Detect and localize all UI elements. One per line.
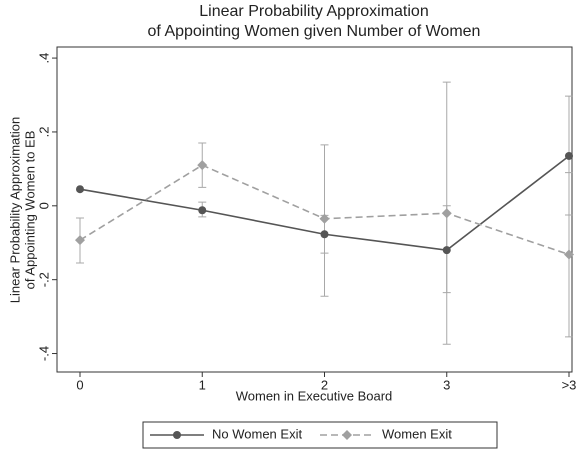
- x-tick-label: 3: [443, 377, 450, 392]
- point: [173, 431, 181, 439]
- y-tick-label: -.2: [36, 272, 51, 287]
- point: [319, 213, 330, 224]
- point: [198, 206, 207, 215]
- point: [76, 185, 84, 194]
- point: [320, 230, 329, 239]
- x-tick-label: 1: [199, 377, 206, 392]
- legend-box: [142, 421, 498, 449]
- x-tick-label: >3: [562, 377, 577, 392]
- point: [197, 160, 208, 171]
- y-tick-label: -.4: [36, 346, 51, 361]
- y-axis-label: of Appointing Women to EB: [22, 131, 37, 290]
- y-tick-label: 0: [36, 202, 51, 209]
- plot-frame: [56, 46, 573, 373]
- legend-label: Women Exit: [382, 426, 452, 441]
- point: [342, 430, 352, 440]
- x-tick-label: 2: [321, 377, 328, 392]
- chart-title: of Appointing Women given Number of Wome…: [148, 23, 481, 40]
- y-tick-label: .2: [36, 127, 51, 138]
- point: [442, 246, 451, 255]
- chart-title: Linear Probability Approximation: [199, 3, 428, 20]
- point: [75, 235, 85, 246]
- point: [565, 151, 573, 160]
- y-axis-label: Linear Probability Approximation: [7, 117, 22, 303]
- x-axis-label: Women in Executive Board: [236, 388, 393, 403]
- legend-label: No Women Exit: [212, 426, 302, 441]
- point: [441, 208, 452, 219]
- y-tick-label: .4: [36, 53, 51, 64]
- x-tick-label: 0: [76, 377, 83, 392]
- point: [564, 249, 574, 260]
